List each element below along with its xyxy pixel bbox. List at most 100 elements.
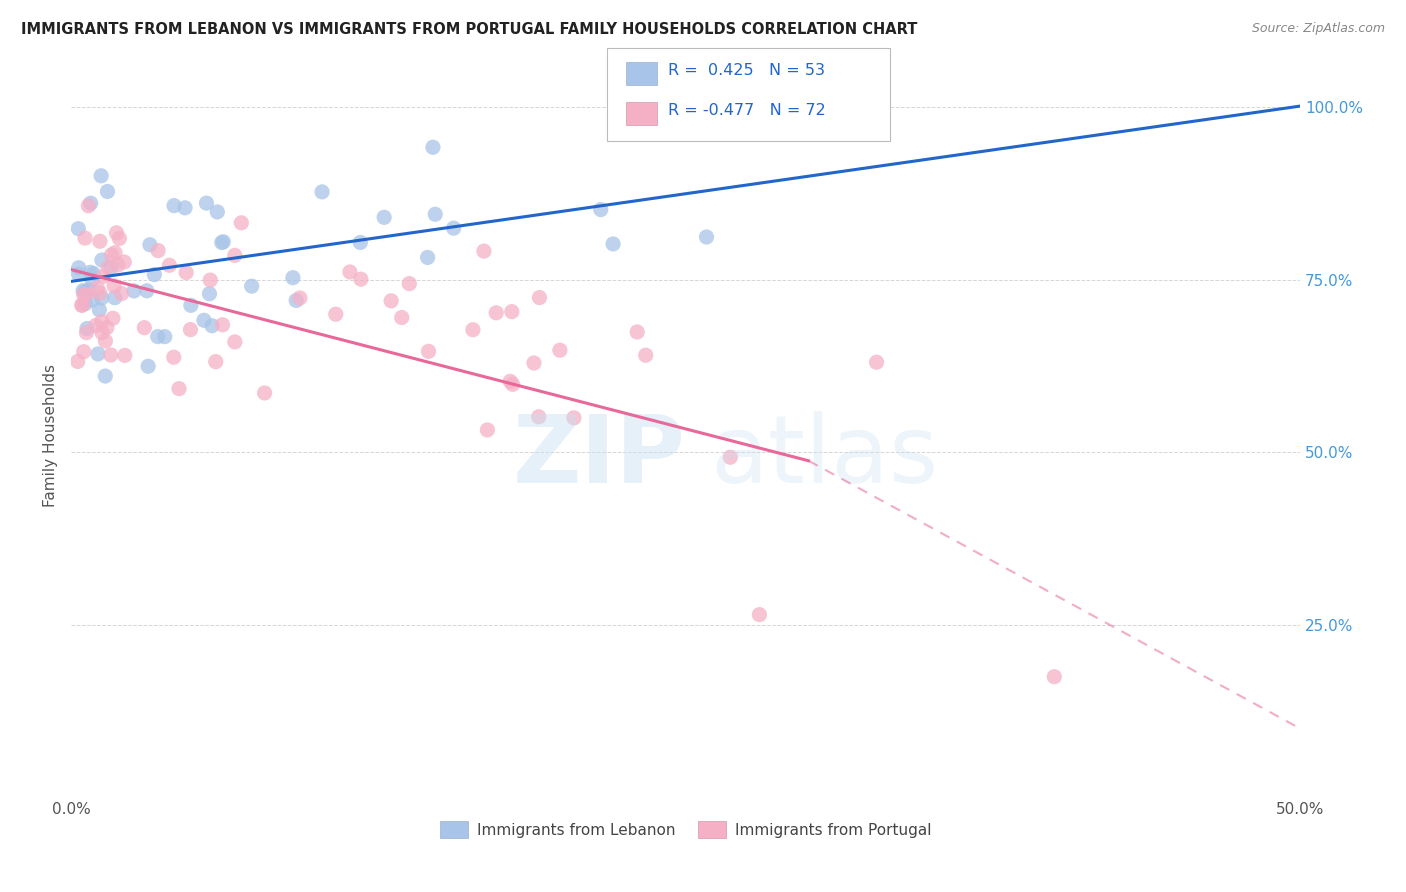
Point bbox=[391, 310, 413, 325]
Point bbox=[100, 248, 122, 262]
Text: R = -0.477   N = 72: R = -0.477 N = 72 bbox=[668, 103, 825, 119]
Point bbox=[288, 291, 311, 305]
Point bbox=[79, 265, 101, 279]
Point bbox=[94, 369, 117, 384]
Point bbox=[200, 273, 222, 287]
Point bbox=[96, 320, 118, 334]
Point bbox=[461, 323, 484, 337]
Point bbox=[67, 267, 90, 281]
Point bbox=[89, 286, 111, 301]
Point bbox=[93, 269, 115, 284]
Point bbox=[865, 355, 887, 369]
Point bbox=[422, 140, 444, 154]
Point bbox=[112, 255, 135, 269]
Point bbox=[180, 298, 202, 312]
Point bbox=[416, 251, 439, 265]
Point bbox=[195, 196, 218, 211]
Point bbox=[1043, 670, 1066, 684]
Text: R =  0.425   N = 53: R = 0.425 N = 53 bbox=[668, 63, 825, 78]
Point bbox=[163, 350, 186, 364]
Point bbox=[139, 237, 162, 252]
Text: ZIP: ZIP bbox=[513, 411, 686, 503]
Point bbox=[89, 234, 111, 248]
Point bbox=[529, 291, 551, 305]
Point bbox=[73, 231, 96, 245]
Point bbox=[626, 325, 648, 339]
Point bbox=[167, 382, 190, 396]
Point bbox=[134, 320, 156, 334]
Point bbox=[527, 409, 550, 424]
Point bbox=[281, 270, 304, 285]
Point bbox=[634, 348, 657, 362]
Y-axis label: Family Households: Family Households bbox=[44, 364, 58, 507]
Point bbox=[122, 284, 145, 298]
Point bbox=[96, 185, 118, 199]
Point bbox=[73, 344, 96, 359]
Point bbox=[90, 315, 112, 329]
Point bbox=[104, 291, 127, 305]
Point bbox=[87, 347, 110, 361]
Point bbox=[425, 207, 447, 221]
Point bbox=[73, 287, 96, 301]
Point bbox=[163, 199, 186, 213]
Point bbox=[82, 273, 104, 287]
Point bbox=[325, 307, 347, 321]
Point bbox=[90, 169, 112, 183]
Point bbox=[212, 235, 235, 249]
Point bbox=[110, 286, 132, 301]
Point bbox=[339, 265, 361, 279]
Point bbox=[499, 375, 522, 389]
Point bbox=[104, 245, 127, 260]
Point bbox=[94, 334, 117, 348]
Point bbox=[82, 267, 104, 281]
Point bbox=[107, 258, 129, 272]
Point bbox=[82, 293, 104, 307]
Point bbox=[502, 377, 524, 392]
Point bbox=[79, 196, 101, 211]
Point bbox=[75, 326, 97, 340]
Point bbox=[398, 277, 420, 291]
Point bbox=[135, 284, 157, 298]
Point bbox=[77, 283, 100, 297]
Point bbox=[153, 329, 176, 343]
Point bbox=[76, 321, 98, 335]
Point bbox=[75, 287, 97, 301]
Point bbox=[224, 248, 246, 262]
Point bbox=[373, 211, 395, 225]
Point bbox=[472, 244, 495, 259]
Point bbox=[211, 235, 233, 250]
Point bbox=[418, 344, 440, 359]
Point bbox=[174, 266, 197, 280]
Point bbox=[695, 230, 717, 244]
Point bbox=[179, 323, 201, 337]
Point bbox=[602, 236, 624, 251]
Point bbox=[211, 318, 233, 332]
Point bbox=[114, 348, 136, 362]
Point bbox=[101, 311, 124, 326]
Legend: Immigrants from Lebanon, Immigrants from Portugal: Immigrants from Lebanon, Immigrants from… bbox=[434, 815, 938, 844]
Point bbox=[231, 216, 253, 230]
Point bbox=[174, 201, 197, 215]
Point bbox=[86, 281, 108, 295]
Point bbox=[350, 272, 373, 286]
Point bbox=[73, 285, 96, 299]
Point bbox=[224, 334, 246, 349]
Point bbox=[523, 356, 546, 370]
Point bbox=[108, 231, 131, 245]
Point bbox=[748, 607, 770, 622]
Point bbox=[240, 279, 263, 293]
Point bbox=[443, 221, 465, 235]
Point bbox=[548, 343, 571, 358]
Text: IMMIGRANTS FROM LEBANON VS IMMIGRANTS FROM PORTUGAL FAMILY HOUSEHOLDS CORRELATIO: IMMIGRANTS FROM LEBANON VS IMMIGRANTS FR… bbox=[21, 22, 918, 37]
Point bbox=[562, 410, 585, 425]
Point bbox=[380, 293, 402, 308]
Point bbox=[97, 260, 120, 275]
Point bbox=[204, 354, 226, 368]
Point bbox=[100, 260, 122, 275]
Point bbox=[67, 260, 90, 275]
Text: atlas: atlas bbox=[710, 411, 938, 503]
Point bbox=[67, 221, 90, 235]
Point bbox=[90, 291, 112, 305]
Point bbox=[311, 185, 333, 199]
Point bbox=[91, 326, 114, 340]
